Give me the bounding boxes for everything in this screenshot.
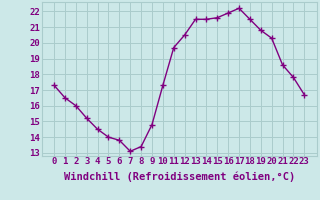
X-axis label: Windchill (Refroidissement éolien,°C): Windchill (Refroidissement éolien,°C) [64, 172, 295, 182]
